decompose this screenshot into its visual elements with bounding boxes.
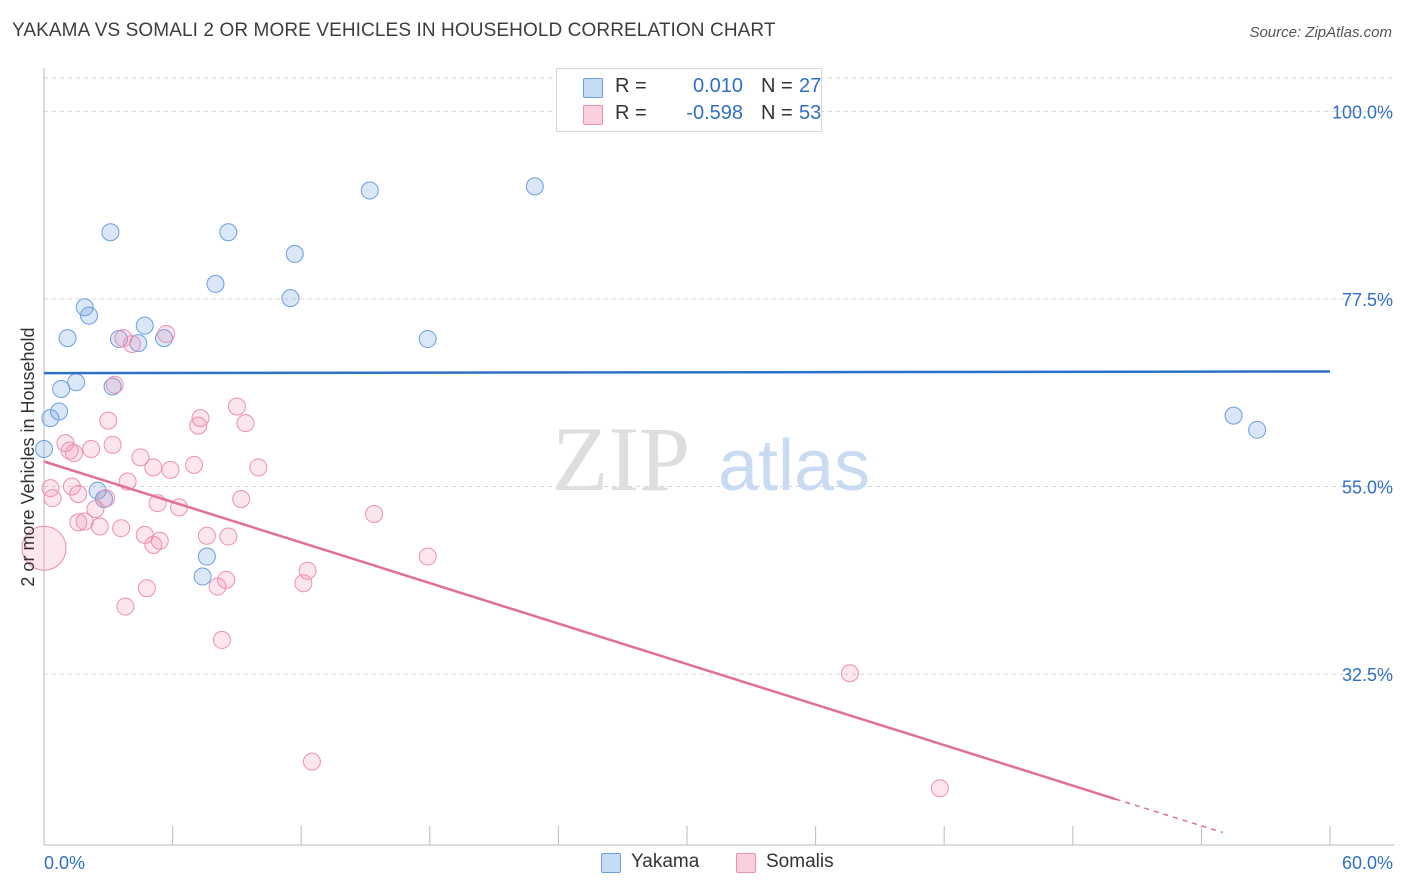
y-tick-label: 32.5% xyxy=(1342,665,1393,685)
yakama-trend-line xyxy=(43,370,1331,375)
somalis-point xyxy=(227,397,246,416)
trend-lines xyxy=(43,370,1331,834)
yakama-point xyxy=(219,223,238,242)
y-axis-label: 2 or more Vehicles in Household xyxy=(18,327,38,586)
somalis-point xyxy=(69,513,88,532)
legend-label-yakama: Yakama xyxy=(631,851,700,872)
n-label: N = xyxy=(761,102,793,124)
somalis-point xyxy=(122,334,141,353)
watermark-zip: ZIP xyxy=(552,408,690,510)
yakama-point xyxy=(360,181,379,200)
somalis-point xyxy=(144,458,163,477)
somalis-point xyxy=(150,531,169,550)
n-value: 53 xyxy=(799,102,822,124)
n-value: 27 xyxy=(799,75,822,97)
somalis-point xyxy=(191,409,210,428)
yakama-point xyxy=(58,329,77,348)
somalis-point xyxy=(75,512,94,531)
y-tick-label: 77.5% xyxy=(1342,290,1393,310)
yakama-point xyxy=(67,373,86,392)
somalis-point xyxy=(208,577,227,596)
legend-label-somalis: Somalis xyxy=(766,851,834,872)
yakama-point xyxy=(206,274,225,293)
somalis-trend-line xyxy=(43,460,1117,801)
r-label: R = xyxy=(615,102,647,124)
somalis-point xyxy=(69,485,88,504)
axes xyxy=(43,68,1394,846)
yakama-swatch xyxy=(601,853,621,873)
somalis-point xyxy=(97,489,116,508)
somalis-point xyxy=(86,500,105,519)
somalis-point xyxy=(232,490,251,509)
somalis-point xyxy=(116,597,135,616)
somalis-point xyxy=(157,324,176,343)
source-label: Source: ZipAtlas.com xyxy=(1249,24,1392,41)
somalis-point xyxy=(90,517,109,536)
somalis-point xyxy=(137,579,156,598)
tick-labels: 32.5% 55.0% 77.5% 100.0% 0.0% 60.0% xyxy=(44,102,1393,873)
somalis-point xyxy=(62,477,81,496)
n-label: N = xyxy=(761,75,793,97)
somalis-point xyxy=(21,525,67,571)
r-value: 0.010 xyxy=(692,75,743,97)
somalis-swatch xyxy=(583,105,603,125)
somalis-point xyxy=(302,752,321,771)
somalis-point xyxy=(249,458,268,477)
yakama-point xyxy=(1224,406,1243,425)
somalis-point xyxy=(43,489,62,508)
yakama-point xyxy=(41,409,60,428)
yakama-point xyxy=(52,379,71,398)
x-tick-label: 0.0% xyxy=(44,853,85,873)
yakama-point xyxy=(193,567,212,586)
somalis-point xyxy=(131,448,150,467)
somalis-point xyxy=(105,375,124,394)
somalis-point xyxy=(65,444,84,463)
yakama-point xyxy=(135,316,154,335)
somalis-swatch xyxy=(736,853,756,873)
yakama-point xyxy=(418,329,437,348)
somalis-point xyxy=(212,630,231,649)
somalis-point xyxy=(112,519,131,538)
correlation-legend: R = 0.010 N = 27 R = -0.598 N = 53 xyxy=(556,68,822,132)
gridlines xyxy=(44,77,1394,675)
watermark-atlas: atlas xyxy=(718,426,870,506)
somalis-point xyxy=(365,505,384,524)
y-tick-label: 55.0% xyxy=(1342,478,1393,498)
x-tick-label: 60.0% xyxy=(1342,853,1393,873)
somalis-point xyxy=(103,435,122,454)
r-value: -0.598 xyxy=(686,102,743,124)
watermark: ZIP atlas xyxy=(552,408,870,510)
yakama-point xyxy=(1248,420,1267,439)
somalis-point xyxy=(840,664,859,683)
somalis-point xyxy=(418,547,437,566)
yakama-point xyxy=(35,439,53,458)
yakama-point xyxy=(80,306,99,325)
data-points xyxy=(21,177,1267,798)
somalis-trend-extension xyxy=(1115,798,1224,834)
yakama-point xyxy=(75,298,94,317)
somalis-point xyxy=(185,455,204,474)
r-label: R = xyxy=(615,75,647,97)
somalis-point xyxy=(236,414,255,433)
yakama-point xyxy=(285,244,304,263)
somalis-point xyxy=(82,439,101,458)
yakama-point xyxy=(525,177,544,196)
somalis-point xyxy=(197,526,216,545)
somalis-point xyxy=(294,574,313,593)
yakama-swatch xyxy=(583,78,603,98)
somalis-point xyxy=(219,527,238,546)
somalis-point xyxy=(99,411,118,430)
chart-title: YAKAMA VS SOMALI 2 OR MORE VEHICLES IN H… xyxy=(12,20,776,41)
yakama-point xyxy=(281,289,300,308)
yakama-point xyxy=(197,547,216,566)
somalis-point xyxy=(161,460,180,479)
y-tick-label: 100.0% xyxy=(1332,102,1393,122)
somalis-point xyxy=(930,779,949,798)
somalis-point xyxy=(189,416,208,435)
yakama-point xyxy=(101,223,120,242)
